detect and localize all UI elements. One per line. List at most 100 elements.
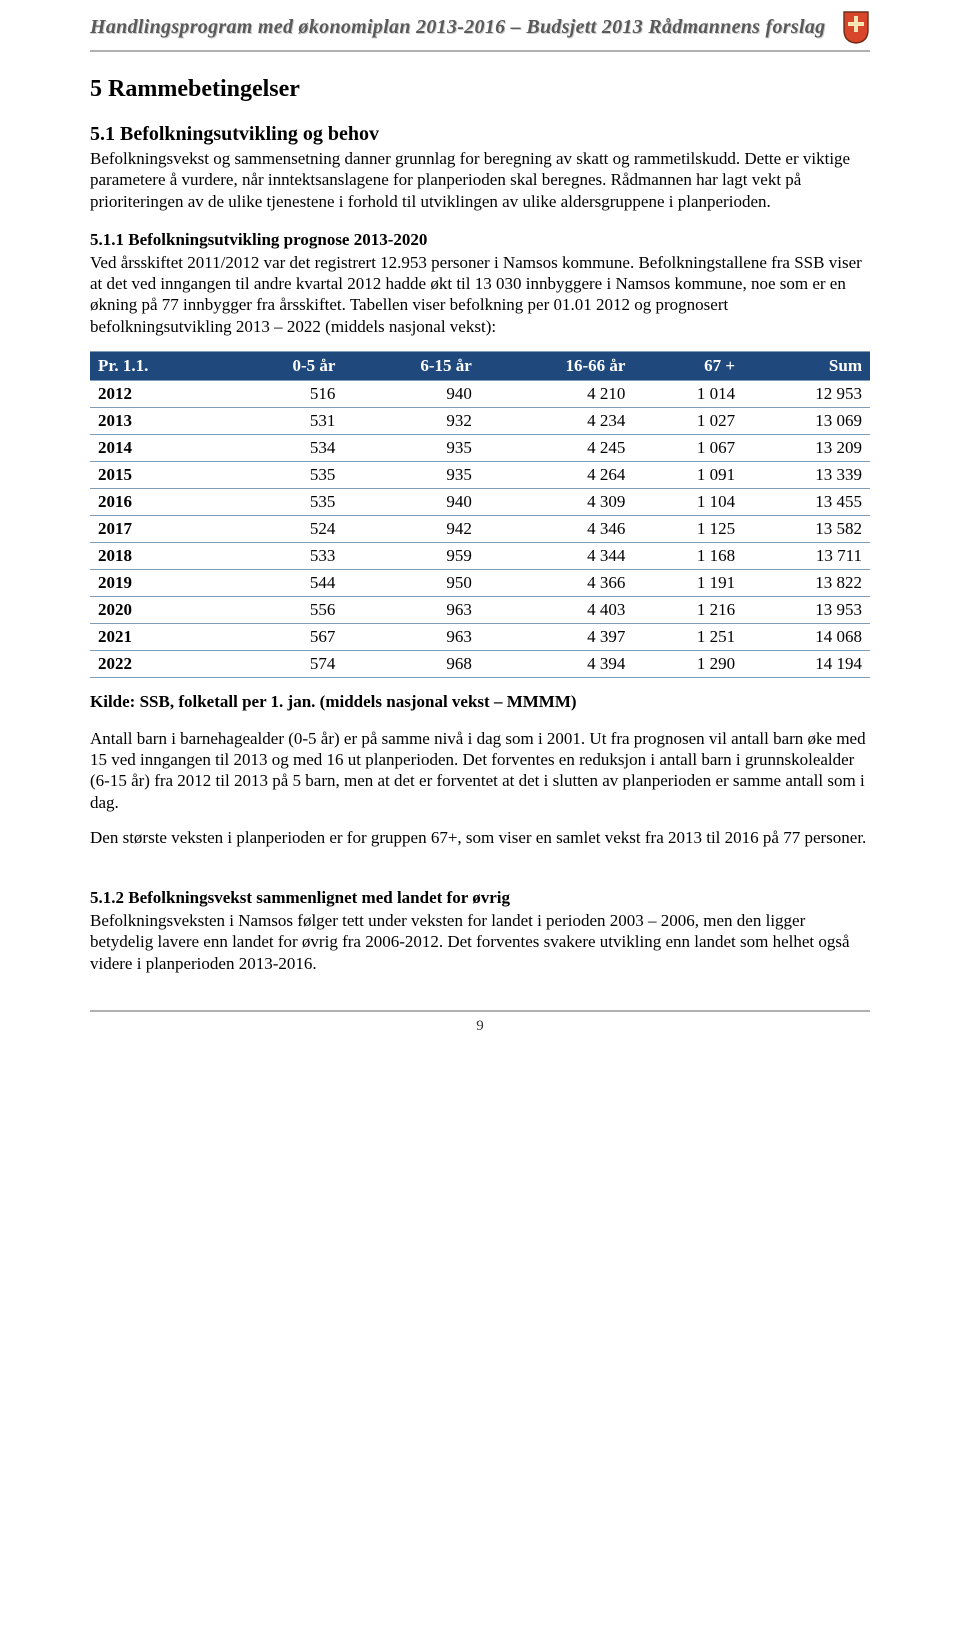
- table-row: 20165359404 3091 10413 455: [90, 488, 870, 515]
- table-cell: 1 091: [633, 461, 743, 488]
- table-cell: 524: [224, 515, 343, 542]
- table-row-year: 2015: [90, 461, 224, 488]
- page: Handlingsprogram med økonomiplan 2013-20…: [0, 0, 960, 1075]
- table-cell: 968: [343, 650, 479, 677]
- table-row-year: 2021: [90, 623, 224, 650]
- table-cell: 4 403: [480, 596, 634, 623]
- paragraph-5-1-2-body: Befolkningsveksten i Namsos følger tett …: [90, 910, 870, 974]
- table-row-year: 2013: [90, 407, 224, 434]
- table-row-year: 2019: [90, 569, 224, 596]
- table-row-year: 2018: [90, 542, 224, 569]
- table-cell: 556: [224, 596, 343, 623]
- table-cell: 13 209: [743, 434, 870, 461]
- paragraph-after-table-1: Antall barn i barnehagealder (0-5 år) er…: [90, 728, 870, 813]
- table-cell: 14 068: [743, 623, 870, 650]
- table-cell: 13 582: [743, 515, 870, 542]
- section-heading-5: 5 Rammebetingelser: [90, 76, 870, 103]
- table-cell: 531: [224, 407, 343, 434]
- page-footer: 9: [90, 1010, 870, 1035]
- table-cell: 574: [224, 650, 343, 677]
- table-cell: 4 346: [480, 515, 634, 542]
- table-cell: 13 069: [743, 407, 870, 434]
- table-row-year: 2017: [90, 515, 224, 542]
- table-cell: 4 397: [480, 623, 634, 650]
- table-cell: 1 014: [633, 380, 743, 407]
- table-cell: 4 264: [480, 461, 634, 488]
- table-cell: 1 191: [633, 569, 743, 596]
- table-row-year: 2014: [90, 434, 224, 461]
- table-row: 20135319324 2341 02713 069: [90, 407, 870, 434]
- document-header: Handlingsprogram med økonomiplan 2013-20…: [90, 0, 870, 52]
- table-column-header: Pr. 1.1.: [90, 351, 224, 380]
- table-cell: 4 245: [480, 434, 634, 461]
- table-header-row: Pr. 1.1.0-5 år6-15 år16-66 år67 +Sum: [90, 351, 870, 380]
- table-cell: 13 822: [743, 569, 870, 596]
- paragraph-5-1-1-body: Ved årsskiftet 2011/2012 var det registr…: [90, 252, 870, 337]
- table-row: 20125169404 2101 01412 953: [90, 380, 870, 407]
- table-cell: 940: [343, 380, 479, 407]
- table-row: 20155359354 2641 09113 339: [90, 461, 870, 488]
- table-cell: 4 210: [480, 380, 634, 407]
- table-cell: 1 290: [633, 650, 743, 677]
- table-cell: 1 251: [633, 623, 743, 650]
- table-cell: 567: [224, 623, 343, 650]
- table-row: 20175249424 3461 12513 582: [90, 515, 870, 542]
- table-header: Pr. 1.1.0-5 år6-15 år16-66 år67 +Sum: [90, 351, 870, 380]
- table-cell: 533: [224, 542, 343, 569]
- table-cell: 4 234: [480, 407, 634, 434]
- table-column-header: 6-15 år: [343, 351, 479, 380]
- page-number: 9: [476, 1018, 484, 1034]
- table-cell: 535: [224, 488, 343, 515]
- table-cell: 1 104: [633, 488, 743, 515]
- table-cell: 940: [343, 488, 479, 515]
- table-cell: 535: [224, 461, 343, 488]
- subsection-heading-5-1: 5.1 Befolkningsutvikling og behov: [90, 123, 870, 146]
- paragraph-5-1-intro: Befolkningsvekst og sammensetning danner…: [90, 148, 870, 212]
- table-cell: 1 216: [633, 596, 743, 623]
- table-row: 20185339594 3441 16813 711: [90, 542, 870, 569]
- table-row-year: 2012: [90, 380, 224, 407]
- table-cell: 1 067: [633, 434, 743, 461]
- table-column-header: 67 +: [633, 351, 743, 380]
- table-cell: 935: [343, 434, 479, 461]
- subsubsection-heading-5-1-2: 5.1.2 Befolkningsvekst sammenlignet med …: [90, 888, 870, 908]
- table-cell: 13 711: [743, 542, 870, 569]
- population-prognosis-table: Pr. 1.1.0-5 år6-15 år16-66 år67 +Sum 201…: [90, 351, 870, 678]
- table-column-header: Sum: [743, 351, 870, 380]
- table-row-year: 2020: [90, 596, 224, 623]
- table-cell: 1 125: [633, 515, 743, 542]
- document-header-title: Handlingsprogram med økonomiplan 2013-20…: [90, 16, 834, 39]
- table-cell: 4 366: [480, 569, 634, 596]
- paragraph-after-table-2: Den største veksten i planperioden er fo…: [90, 827, 870, 848]
- table-cell: 950: [343, 569, 479, 596]
- table-cell: 4 344: [480, 542, 634, 569]
- table-cell: 963: [343, 623, 479, 650]
- table-column-header: 0-5 år: [224, 351, 343, 380]
- table-row: 20225749684 3941 29014 194: [90, 650, 870, 677]
- table-cell: 942: [343, 515, 479, 542]
- table-cell: 13 339: [743, 461, 870, 488]
- table-cell: 13 953: [743, 596, 870, 623]
- table-cell: 963: [343, 596, 479, 623]
- table-cell: 534: [224, 434, 343, 461]
- table-row: 20145349354 2451 06713 209: [90, 434, 870, 461]
- municipal-crest-icon: [842, 10, 870, 44]
- table-cell: 4 394: [480, 650, 634, 677]
- table-source-line: Kilde: SSB, folketall per 1. jan. (midde…: [90, 692, 870, 712]
- subsubsection-heading-5-1-1: 5.1.1 Befolkningsutvikling prognose 2013…: [90, 230, 870, 250]
- table-row: 20215679634 3971 25114 068: [90, 623, 870, 650]
- table-cell: 935: [343, 461, 479, 488]
- table-cell: 1 027: [633, 407, 743, 434]
- table-cell: 932: [343, 407, 479, 434]
- table-body: 20125169404 2101 01412 95320135319324 23…: [90, 380, 870, 677]
- table-column-header: 16-66 år: [480, 351, 634, 380]
- table-row: 20205569634 4031 21613 953: [90, 596, 870, 623]
- table-cell: 959: [343, 542, 479, 569]
- table-row: 20195449504 3661 19113 822: [90, 569, 870, 596]
- table-cell: 14 194: [743, 650, 870, 677]
- table-cell: 1 168: [633, 542, 743, 569]
- table-cell: 544: [224, 569, 343, 596]
- table-row-year: 2022: [90, 650, 224, 677]
- table-cell: 4 309: [480, 488, 634, 515]
- table-cell: 13 455: [743, 488, 870, 515]
